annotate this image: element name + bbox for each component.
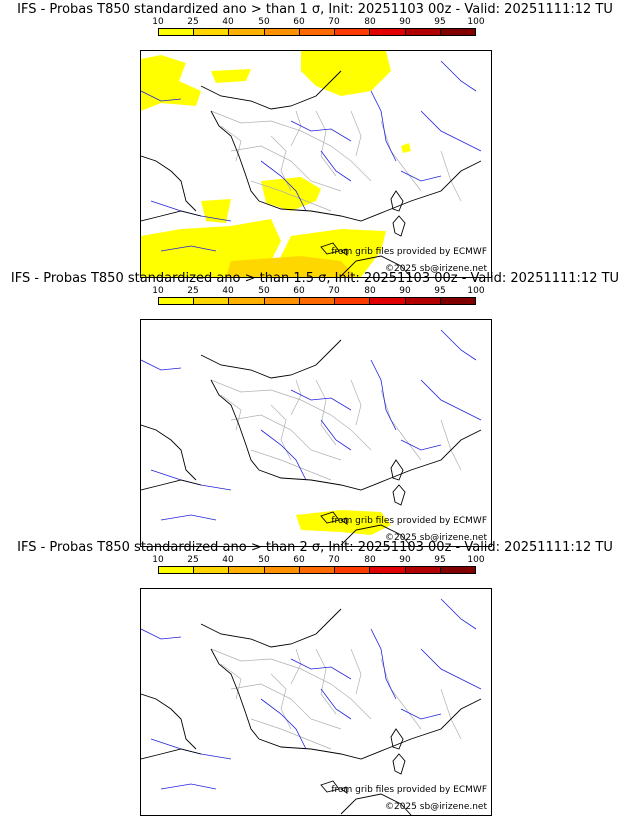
scale-label: 70 [328, 17, 340, 27]
scale-segment [229, 29, 265, 35]
probability-area [301, 51, 391, 96]
scale-label: 10 [152, 17, 164, 27]
map-panel-2: IFS - Probas T850 standardized ano > tha… [0, 271, 630, 547]
panel-title: IFS - Probas T850 standardized ano > tha… [17, 2, 613, 17]
scale-label: 80 [364, 555, 376, 565]
coastlines [141, 339, 482, 546]
copyright-credit: ©2025 sb@irizene.net [384, 264, 487, 274]
scale-label: 50 [258, 555, 270, 565]
copyright-credit: ©2025 sb@irizene.net [384, 533, 487, 543]
map-canvas [141, 598, 482, 815]
scale-segment [159, 29, 195, 35]
scale-label: 70 [328, 555, 340, 565]
scale-segment [405, 29, 441, 35]
probability-area [401, 143, 411, 153]
data-source-credit: from grib files provided by ECMWF [331, 247, 487, 257]
scale-label: 100 [467, 555, 485, 565]
copyright-credit: ©2025 sb@irizene.net [384, 802, 487, 812]
rivers [141, 598, 482, 790]
scale-label: 60 [293, 555, 305, 565]
scale-label: 25 [187, 17, 199, 27]
scale-label: 60 [293, 17, 305, 27]
probability-shading [296, 510, 391, 535]
scale-label: 40 [222, 555, 234, 565]
scale-label: 40 [222, 17, 234, 27]
scale-label: 80 [364, 17, 376, 27]
probability-area [141, 55, 201, 111]
map-frame: from grib files provided by ECMWF ©2025 … [140, 50, 492, 278]
scale-segment [370, 29, 406, 35]
scale-label: 10 [152, 555, 164, 565]
scale-label: 50 [258, 17, 270, 27]
scale-segment [159, 567, 195, 573]
scale-label: 90 [399, 286, 411, 296]
scale-segment [335, 567, 371, 573]
scale-label: 100 [467, 286, 485, 296]
scale-label: 70 [328, 286, 340, 296]
scale-label: 95 [434, 555, 446, 565]
scale-label: 25 [187, 286, 199, 296]
scale-segment [194, 29, 230, 35]
color-scale-bar [158, 297, 476, 305]
scale-segment [159, 298, 195, 304]
probability-area [296, 510, 391, 535]
scale-label: 50 [258, 286, 270, 296]
admin-borders [210, 379, 462, 481]
scale-label: 95 [434, 286, 446, 296]
scale-segment [440, 29, 475, 35]
probability-area [261, 177, 321, 211]
scale-label: 10 [152, 286, 164, 296]
coastlines [141, 608, 482, 815]
scale-segment [405, 567, 441, 573]
scale-segment [440, 567, 475, 573]
scale-label: 90 [399, 555, 411, 565]
scale-label: 90 [399, 17, 411, 27]
scale-segment [194, 567, 230, 573]
color-scale-bar [158, 28, 476, 36]
scale-segment [440, 298, 475, 304]
panel-title: IFS - Probas T850 standardized ano > tha… [10, 271, 620, 286]
scale-label: 100 [467, 17, 485, 27]
scale-segment [299, 29, 336, 35]
scale-label: 60 [293, 286, 305, 296]
scale-labels: 10 25 40 50 60 70 80 90 95 100 [152, 555, 484, 565]
probability-area [226, 256, 356, 277]
data-source-credit: from grib files provided by ECMWF [331, 785, 487, 795]
probability-area [211, 69, 251, 83]
map-panel-1: IFS - Probas T850 standardized ano > tha… [0, 2, 630, 278]
map-panel-3: IFS - Probas T850 standardized ano > tha… [0, 540, 630, 816]
scale-segment [335, 298, 371, 304]
scale-segment [229, 567, 265, 573]
scale-label: 40 [222, 286, 234, 296]
color-scale-bar [158, 566, 476, 574]
admin-borders [210, 110, 462, 212]
scale-segment [299, 567, 336, 573]
map-canvas [141, 329, 482, 546]
admin-borders [210, 648, 462, 750]
map-canvas [141, 51, 482, 277]
scale-label: 80 [364, 286, 376, 296]
scale-segment [370, 298, 406, 304]
scale-segment [264, 29, 300, 35]
data-source-credit: from grib files provided by ECMWF [331, 516, 487, 526]
scale-segment [370, 567, 406, 573]
scale-segment [264, 567, 300, 573]
scale-segment [194, 298, 230, 304]
scale-segment [405, 298, 441, 304]
scale-labels: 10 25 40 50 60 70 80 90 95 100 [152, 286, 484, 296]
scale-segment [264, 298, 300, 304]
scale-segment [335, 29, 371, 35]
probability-shading [141, 51, 411, 277]
panel-title: IFS - Probas T850 standardized ano > tha… [17, 540, 613, 555]
rivers [141, 329, 482, 521]
scale-labels: 10 25 40 50 60 70 80 90 95 100 [152, 17, 484, 27]
coastlines [141, 70, 482, 277]
map-frame: from grib files provided by ECMWF ©2025 … [140, 588, 492, 816]
probability-area [201, 199, 231, 223]
scale-label: 25 [187, 555, 199, 565]
scale-segment [229, 298, 265, 304]
scale-label: 95 [434, 17, 446, 27]
map-frame: from grib files provided by ECMWF ©2025 … [140, 319, 492, 547]
scale-segment [299, 298, 336, 304]
